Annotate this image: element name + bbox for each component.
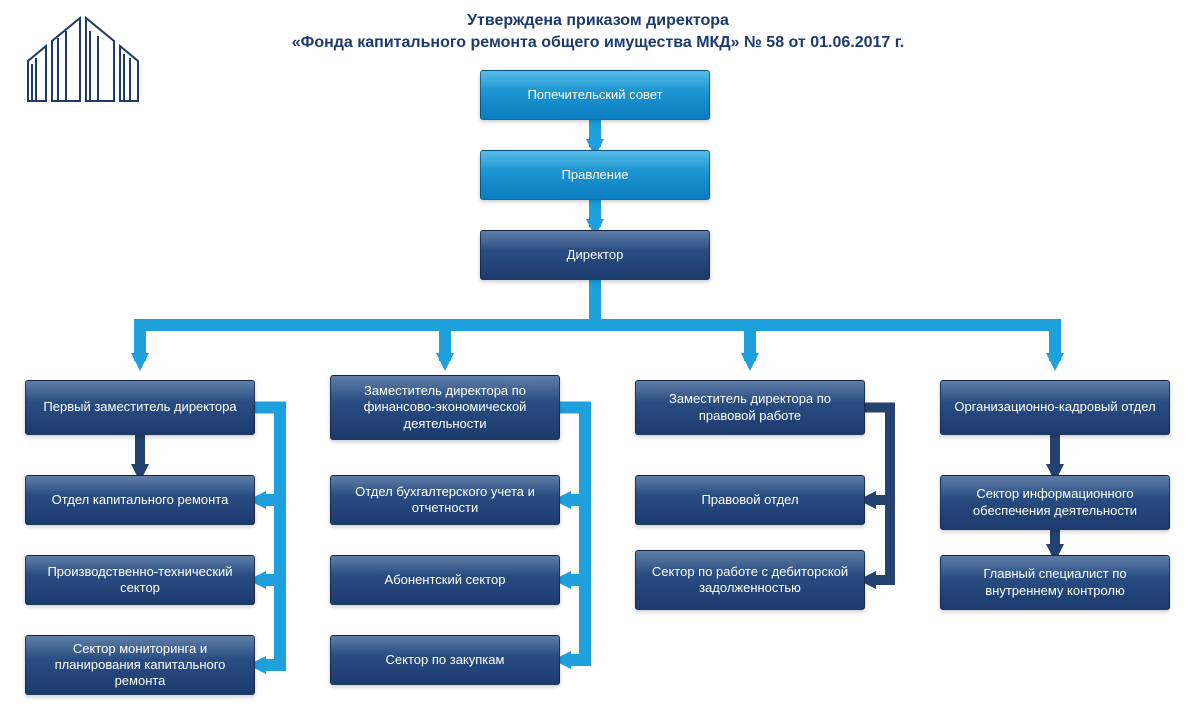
org-node-c3: Заместитель директора по правовой работе [635,380,865,435]
org-node-e1: Сектор информационного обеспечения деяте… [940,475,1170,530]
org-node-b3: Сектор по закупкам [330,635,560,685]
org-node-label: Сектор по работе с дебиторской задолженн… [646,564,854,597]
org-node-e2: Главный специалист по внутреннему контро… [940,555,1170,610]
org-node-b2: Абонентский сектор [330,555,560,605]
org-node-n2: Правление [480,150,710,200]
org-node-label: Организационно-кадровый отдел [954,399,1155,415]
org-node-label: Сектор информационного обеспечения деяте… [951,486,1159,519]
org-node-label: Первый заместитель директора [43,399,236,415]
org-node-label: Отдел бухгалтерского учета и отчетности [341,484,549,517]
org-node-a1: Отдел капитального ремонта [25,475,255,525]
logo [18,6,148,106]
org-node-label: Правовой отдел [701,492,798,508]
org-node-label: Сектор по закупкам [386,652,505,668]
org-node-d2: Сектор по работе с дебиторской задолженн… [635,550,865,610]
org-node-label: Отдел капитального ремонта [52,492,229,508]
org-node-a2: Производственно-технический сектор [25,555,255,605]
org-node-label: Директор [567,247,624,263]
org-node-b1: Отдел бухгалтерского учета и отчетности [330,475,560,525]
org-node-label: Попечительский совет [527,87,662,103]
org-node-label: Абонентский сектор [385,572,506,588]
org-node-label: Главный специалист по внутреннему контро… [951,566,1159,599]
org-node-label: Заместитель директора по финансово-эконо… [341,383,549,432]
org-node-label: Производственно-технический сектор [36,564,244,597]
org-node-c2: Заместитель директора по финансово-эконо… [330,375,560,440]
org-node-d1: Правовой отдел [635,475,865,525]
org-node-label: Правление [562,167,629,183]
org-node-label: Заместитель директора по правовой работе [646,391,854,424]
org-node-c1: Первый заместитель директора [25,380,255,435]
org-node-n3: Директор [480,230,710,280]
org-node-label: Сектор мониторинга и планирования капита… [36,641,244,690]
org-chart: Утверждена приказом директора «Фонда кап… [0,0,1196,720]
org-node-n1: Попечительский совет [480,70,710,120]
org-node-c4: Организационно-кадровый отдел [940,380,1170,435]
org-node-a3: Сектор мониторинга и планирования капита… [25,635,255,695]
